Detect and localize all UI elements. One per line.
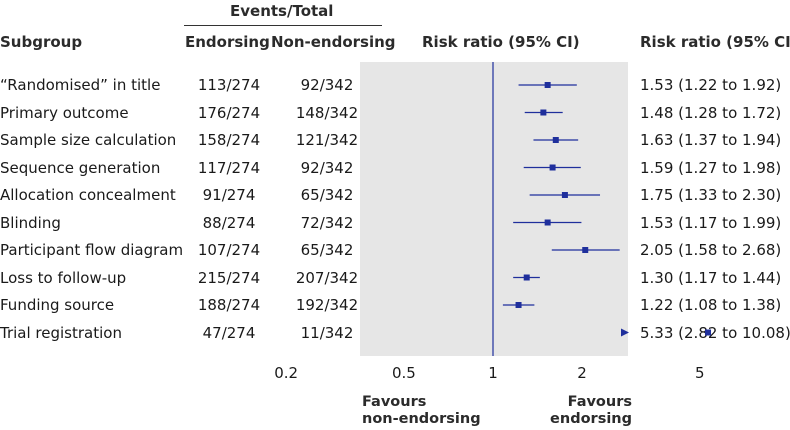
non-endorsing-value: 11/342	[300, 323, 354, 342]
endorsing-value: 107/274	[197, 241, 261, 259]
subgroup-label: Trial registration	[0, 323, 122, 342]
estimate-marker	[705, 329, 712, 336]
non-endorsing-header: Non-endorsing	[271, 33, 396, 51]
subgroup-label: Blinding	[0, 213, 61, 232]
plot-background	[360, 62, 628, 356]
risk-ratio-plot-header: Risk ratio (95% CI)	[422, 33, 580, 51]
non-endorsing-value: 207/342	[295, 268, 359, 287]
endorsing-value: 88/274	[202, 213, 256, 232]
risk-ratio-ci-text: 1.48 (1.28 to 1.72)	[640, 103, 782, 122]
endorsing-header: Endorsing	[185, 33, 270, 51]
favours-left-line1: Favours	[362, 394, 427, 410]
endorsing-value: 117/274	[197, 158, 261, 177]
tick-label: 5	[695, 364, 705, 382]
favours-left-line2: non-endorsing	[362, 411, 481, 427]
endorsing-value: 91/274	[202, 186, 256, 204]
subgroup-label: Sequence generation	[0, 158, 161, 177]
non-endorsing-value: 92/342	[300, 158, 354, 177]
risk-ratio-text-header: Risk ratio (95% CI)	[640, 33, 790, 51]
events-total-rule	[184, 25, 382, 26]
estimate-marker	[523, 274, 530, 281]
tick-label: 1	[488, 364, 498, 382]
non-endorsing-value: 121/342	[295, 131, 359, 149]
non-endorsing-value: 72/342	[300, 213, 354, 232]
non-endorsing-value: 92/342	[300, 76, 354, 94]
risk-ratio-ci-text: 1.53 (1.22 to 1.92)	[640, 76, 782, 94]
estimate-marker	[544, 219, 551, 226]
endorsing-value: 113/274	[197, 76, 261, 94]
tick-label: 2	[577, 364, 587, 382]
favours-non-endorsing-label: Favours non-endorsing	[362, 394, 481, 428]
subgroup-label: Sample size calculation	[0, 131, 177, 149]
non-endorsing-value: 148/342	[295, 103, 359, 122]
risk-ratio-ci-text: 5.33 (2.82 to 10.08)	[640, 323, 790, 342]
non-endorsing-value: 65/342	[300, 241, 354, 259]
endorsing-value: 215/274	[197, 268, 261, 287]
risk-ratio-ci-text: 1.53 (1.17 to 1.99)	[640, 213, 782, 232]
tick-label: 0.5	[391, 364, 416, 382]
non-endorsing-value: 192/342	[295, 296, 359, 314]
favours-endorsing-label: Favours endorsing	[550, 394, 632, 428]
non-endorsing-value: 65/342	[300, 186, 354, 204]
subgroup-label: “Randomised” in title	[0, 76, 161, 94]
subgroup-label: Allocation concealment	[0, 186, 176, 204]
estimate-marker	[582, 247, 589, 253]
estimate-marker	[540, 109, 547, 116]
subgroup-label: Participant flow diagram	[0, 241, 184, 259]
estimate-marker	[515, 302, 522, 308]
subgroup-header: Subgroup	[0, 33, 83, 51]
events-total-header: Events/Total	[230, 2, 334, 20]
estimate-marker	[544, 82, 551, 88]
risk-ratio-ci-text: 1.30 (1.17 to 1.44)	[640, 268, 782, 287]
favours-right-line2: endorsing	[550, 411, 632, 427]
subgroup-label: Loss to follow-up	[0, 268, 127, 287]
subgroup-label: Primary outcome	[0, 103, 129, 122]
estimate-marker	[549, 164, 556, 171]
endorsing-value: 158/274	[197, 131, 261, 149]
risk-ratio-ci-text: 1.59 (1.27 to 1.98)	[640, 158, 782, 177]
estimate-marker	[552, 137, 559, 143]
risk-ratio-ci-text: 1.63 (1.37 to 1.94)	[640, 131, 782, 149]
estimate-marker	[561, 192, 568, 198]
tick-label: 0.2	[274, 364, 299, 382]
risk-ratio-ci-text: 2.05 (1.58 to 2.68)	[640, 241, 782, 259]
risk-ratio-ci-text: 1.22 (1.08 to 1.38)	[640, 296, 782, 314]
subgroup-label: Funding source	[0, 296, 115, 314]
endorsing-value: 188/274	[197, 296, 261, 314]
endorsing-value: 176/274	[197, 103, 261, 122]
endorsing-value: 47/274	[202, 323, 256, 342]
favours-right-line1: Favours	[567, 394, 632, 410]
risk-ratio-ci-text: 1.75 (1.33 to 2.30)	[640, 186, 782, 204]
ci-truncation-arrow	[621, 328, 629, 337]
